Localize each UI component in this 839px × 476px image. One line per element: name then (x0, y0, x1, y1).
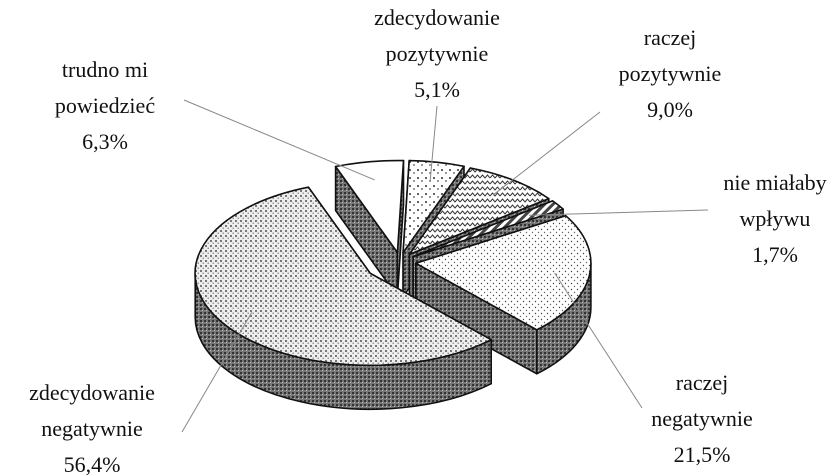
slice-top (412, 200, 564, 258)
slice (334, 159, 405, 298)
leader-line (554, 272, 643, 409)
slice (415, 214, 592, 375)
leader-line (492, 111, 601, 196)
slice-value-label: 9,0% (647, 97, 693, 122)
slice-label: raczej pozytywnie (619, 25, 722, 86)
slice-top (408, 167, 550, 256)
slice (194, 186, 492, 411)
leader-line (181, 312, 253, 433)
slice-top (402, 159, 465, 254)
slice-value-label: 5,1% (414, 77, 460, 102)
slice-label: trudno mi powiedzieć (55, 57, 155, 118)
slice-top (194, 186, 492, 367)
slice-top (415, 214, 592, 331)
slice-label: zdecydowanie pozytywnie (374, 5, 500, 66)
slice-label: nie miałaby wpływu (723, 170, 826, 231)
labels: zdecydowanie pozytywnie 5,1% raczej pozytywn… (29, 5, 827, 476)
leader-line (183, 99, 375, 181)
slice-value-label: 21,5% (674, 442, 731, 467)
slice-value-label: 1,7% (752, 242, 798, 267)
leader-line (529, 209, 709, 216)
slices (194, 159, 592, 411)
slice-value-label: 56,4% (64, 452, 121, 476)
slice-value-label: 6,3% (82, 129, 128, 154)
slice-label: zdecydowanie negatywnie (29, 380, 155, 441)
slice-label: raczej negatywnie (651, 370, 752, 431)
leader-line (429, 105, 438, 181)
slice-top (334, 159, 405, 254)
